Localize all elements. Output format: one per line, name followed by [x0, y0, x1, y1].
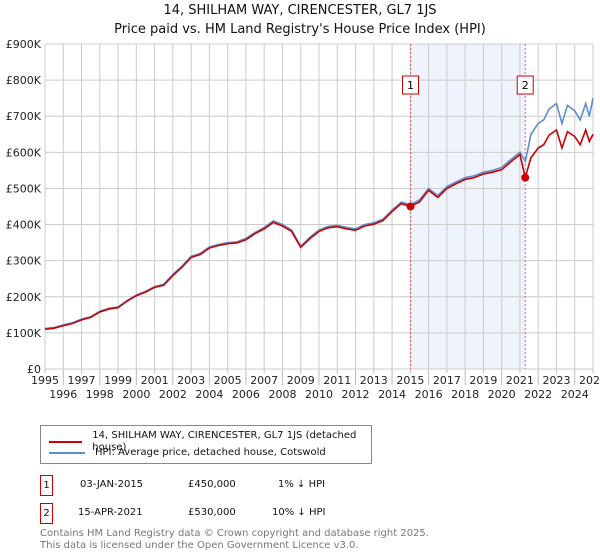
x-tick-label: 2020	[488, 388, 516, 401]
series-line	[44, 127, 594, 331]
x-tick-label: 1995	[31, 374, 59, 387]
x-tick-label: 2002	[159, 388, 187, 401]
sale-price: £530,000	[188, 507, 236, 518]
x-tick-label: 2007	[250, 374, 278, 387]
sale-price: £450,000	[188, 479, 236, 490]
sale-hpi: 1% ↓ HPI	[278, 479, 326, 490]
x-tick-label: 2014	[378, 388, 406, 401]
sale-point	[521, 173, 530, 182]
x-tick-label: 2008	[268, 388, 296, 401]
x-tick-label: 1998	[86, 388, 114, 401]
legend-label: HPI: Average price, detached house, Cots…	[95, 447, 326, 458]
x-tick-label: 1997	[68, 374, 96, 387]
x-tick-label: 1996	[49, 388, 77, 401]
sale-annotation-box	[516, 75, 534, 95]
y-tick-label: £0	[27, 363, 41, 376]
y-tick-label: £600K	[6, 146, 42, 159]
y-tick-label: £300K	[6, 255, 42, 268]
legend: 14, SHILHAM WAY, CIRENCESTER, GL7 1JS (d…	[40, 425, 372, 464]
footer-line: This data is licensed under the Open Gov…	[40, 540, 359, 551]
sale-date: 03-JAN-2015	[80, 479, 144, 490]
chart-subtitle: Price paid vs. HM Land Registry's House …	[114, 22, 486, 37]
x-tick-label: 2019	[469, 374, 497, 387]
x-tick-label: 2018	[451, 388, 479, 401]
sale-row: 2 15-APR-2021 £530,000 10% ↓ HPI	[40, 503, 440, 524]
x-tick-label: 2010	[305, 388, 333, 401]
sale-annotation-box	[402, 75, 420, 95]
sale-annotation-label: 2	[522, 79, 529, 92]
x-tick-label: 2001	[141, 374, 169, 387]
x-tick-label: 2016	[415, 388, 443, 401]
y-tick-label: £700K	[6, 110, 42, 123]
x-tick-label: 2003	[177, 374, 205, 387]
y-tick-label: £900K	[6, 38, 42, 51]
sale-date: 15-APR-2021	[78, 507, 143, 518]
x-tick-label: 2013	[360, 374, 388, 387]
legend-label: 14, SHILHAM WAY, CIRENCESTER, GL7 1JS (d…	[92, 430, 357, 453]
y-tick-label: £400K	[6, 219, 42, 232]
x-tick-label: 2009	[287, 374, 315, 387]
legend-item-property: 14, SHILHAM WAY, CIRENCESTER, GL7 1JS (d…	[49, 430, 371, 454]
y-tick-label: £200K	[6, 291, 42, 304]
y-tick-label: £800K	[6, 74, 42, 87]
chart-title: 14, SHILHAM WAY, CIRENCESTER, GL7 1JS	[163, 3, 437, 18]
x-tick-label: 2024	[561, 388, 589, 401]
y-tick-label: £500K	[6, 182, 42, 195]
sale-badge: 2	[40, 503, 53, 524]
x-tick-label: 2023	[542, 374, 570, 387]
footer: Contains HM Land Registry data © Crown c…	[40, 528, 429, 552]
x-tick-label: 2017	[433, 374, 461, 387]
x-tick-label: 2025	[579, 374, 600, 387]
x-tick-label: 2006	[232, 388, 260, 401]
shaded-period	[410, 44, 526, 369]
plot-area: 1995199619971998199920002001200220032004…	[6, 38, 600, 401]
sale-row: 1 03-JAN-2015 £450,000 1% ↓ HPI	[40, 475, 440, 496]
y-tick-label: £100K	[6, 327, 42, 340]
sale-point	[406, 202, 415, 211]
x-tick-label: 1999	[104, 374, 132, 387]
x-tick-label: 2011	[323, 374, 351, 387]
x-tick-label: 2022	[524, 388, 552, 401]
x-tick-label: 2005	[214, 374, 242, 387]
x-tick-label: 2015	[396, 374, 424, 387]
sale-annotation-label: 1	[407, 79, 414, 92]
x-tick-label: 2012	[342, 388, 370, 401]
sale-hpi: 10% ↓ HPI	[272, 507, 326, 518]
legend-item-hpi: HPI: Average price, detached house, Cots…	[49, 447, 326, 459]
x-tick-label: 2021	[506, 374, 534, 387]
sale-badge: 1	[40, 475, 53, 496]
x-tick-label: 2000	[122, 388, 150, 401]
x-tick-label: 2004	[195, 388, 223, 401]
footer-line: Contains HM Land Registry data © Crown c…	[40, 528, 429, 539]
